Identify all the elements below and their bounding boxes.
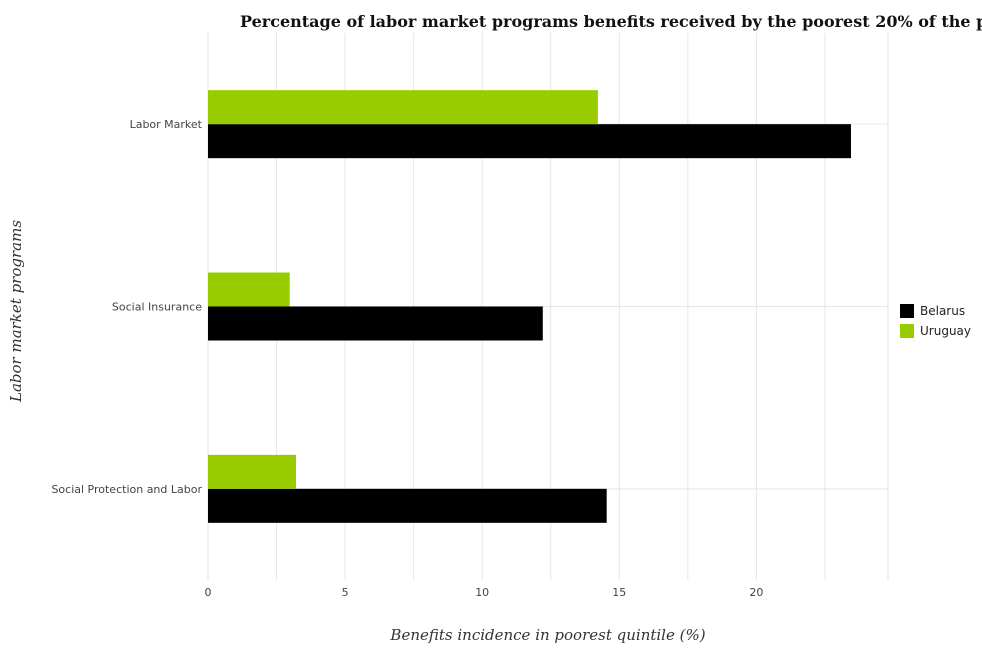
bar-uruguay-social-protection-and-labor: [208, 454, 297, 489]
legend-swatch-uruguay: [900, 324, 914, 338]
x-axis-label: Benefits incidence in poorest quintile (…: [389, 626, 705, 644]
y-tick-label: Labor Market: [130, 118, 203, 131]
legend-label-uruguay: Uruguay: [920, 324, 971, 338]
y-tick-labels: Labor Market Social Insurance Social Prote…: [51, 118, 202, 496]
legend-label-belarus: Belarus: [920, 304, 965, 318]
legend-swatch-belarus: [900, 304, 914, 318]
x-tick-label: 10: [475, 586, 489, 599]
x-tick-label: 15: [612, 586, 626, 599]
bar-uruguay-social-insurance: [208, 272, 290, 307]
legend: Belarus Uruguay: [900, 304, 971, 338]
y-tick-label: Social Insurance: [112, 301, 202, 314]
y-tick-label: Social Protection and Labor: [51, 483, 202, 496]
x-tick-labels: 0 5 10 15 20: [205, 586, 764, 599]
x-tick-label: 0: [205, 586, 212, 599]
bar-belarus-social-insurance: [208, 306, 543, 341]
bar-belarus-labor-market: [208, 124, 851, 159]
x-tick-label: 5: [342, 586, 349, 599]
bars: [208, 90, 851, 523]
chart-title: Percentage of labor market programs bene…: [240, 12, 982, 31]
bar-belarus-social-protection-and-labor: [208, 488, 607, 523]
x-tick-label: 20: [749, 586, 763, 599]
bar-uruguay-labor-market: [208, 90, 598, 125]
y-axis-label: Labor market programs: [7, 220, 25, 403]
